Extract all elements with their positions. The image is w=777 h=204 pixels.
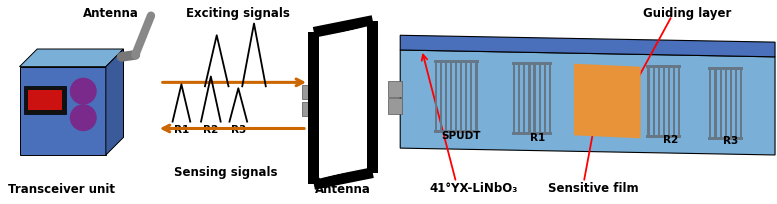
Polygon shape (673, 65, 675, 139)
Polygon shape (523, 62, 525, 136)
Polygon shape (434, 61, 479, 63)
Polygon shape (106, 50, 124, 155)
Polygon shape (440, 61, 442, 134)
Polygon shape (513, 62, 515, 136)
Polygon shape (313, 167, 374, 190)
Polygon shape (512, 62, 552, 65)
Polygon shape (528, 62, 531, 136)
Polygon shape (709, 67, 712, 141)
Polygon shape (308, 33, 319, 184)
Polygon shape (470, 61, 472, 134)
Text: 41°YX-LiNbO₃: 41°YX-LiNbO₃ (430, 181, 518, 194)
Text: R3: R3 (723, 135, 738, 145)
Polygon shape (725, 67, 726, 141)
Polygon shape (709, 138, 743, 141)
Text: Transceiver unit: Transceiver unit (9, 182, 115, 195)
Polygon shape (400, 51, 775, 155)
Text: R3: R3 (231, 124, 246, 134)
Polygon shape (512, 133, 552, 136)
Polygon shape (313, 16, 374, 38)
Polygon shape (574, 64, 640, 139)
Circle shape (71, 79, 96, 104)
Polygon shape (455, 61, 457, 134)
Polygon shape (400, 36, 775, 58)
Polygon shape (663, 65, 665, 139)
Polygon shape (368, 21, 378, 173)
Text: Antenna: Antenna (83, 7, 138, 20)
Polygon shape (28, 91, 61, 110)
Polygon shape (720, 67, 722, 141)
Text: Sensing signals: Sensing signals (174, 165, 277, 178)
Text: Guiding layer: Guiding layer (643, 7, 731, 20)
Polygon shape (653, 65, 655, 139)
Text: Exciting signals: Exciting signals (186, 7, 291, 20)
Polygon shape (534, 62, 535, 136)
Polygon shape (302, 102, 315, 116)
Polygon shape (735, 67, 737, 141)
Polygon shape (678, 65, 680, 139)
Polygon shape (434, 131, 479, 134)
Polygon shape (320, 27, 367, 179)
Text: R1: R1 (174, 124, 189, 134)
Text: SPUDT: SPUDT (441, 131, 481, 141)
Polygon shape (730, 67, 732, 141)
Polygon shape (668, 65, 670, 139)
Polygon shape (646, 136, 681, 139)
Polygon shape (460, 61, 462, 134)
Polygon shape (740, 67, 742, 141)
Circle shape (71, 105, 96, 131)
Polygon shape (388, 82, 402, 98)
Polygon shape (518, 62, 521, 136)
Polygon shape (19, 67, 106, 155)
Polygon shape (709, 67, 743, 70)
Polygon shape (24, 87, 65, 114)
Polygon shape (647, 65, 650, 139)
Text: Sensitive film: Sensitive film (549, 181, 639, 194)
Polygon shape (19, 50, 124, 67)
Text: R1: R1 (530, 133, 545, 143)
Text: R2: R2 (664, 134, 678, 144)
Text: R2: R2 (204, 124, 218, 134)
Polygon shape (657, 65, 660, 139)
Polygon shape (476, 61, 478, 134)
Polygon shape (444, 61, 447, 134)
Polygon shape (465, 61, 467, 134)
Polygon shape (714, 67, 716, 141)
Polygon shape (450, 61, 452, 134)
Polygon shape (549, 62, 551, 136)
Polygon shape (302, 86, 315, 100)
Polygon shape (646, 65, 681, 68)
Polygon shape (538, 62, 541, 136)
Text: Antenna: Antenna (315, 182, 371, 195)
Polygon shape (388, 99, 402, 114)
Polygon shape (544, 62, 545, 136)
Polygon shape (434, 61, 437, 134)
